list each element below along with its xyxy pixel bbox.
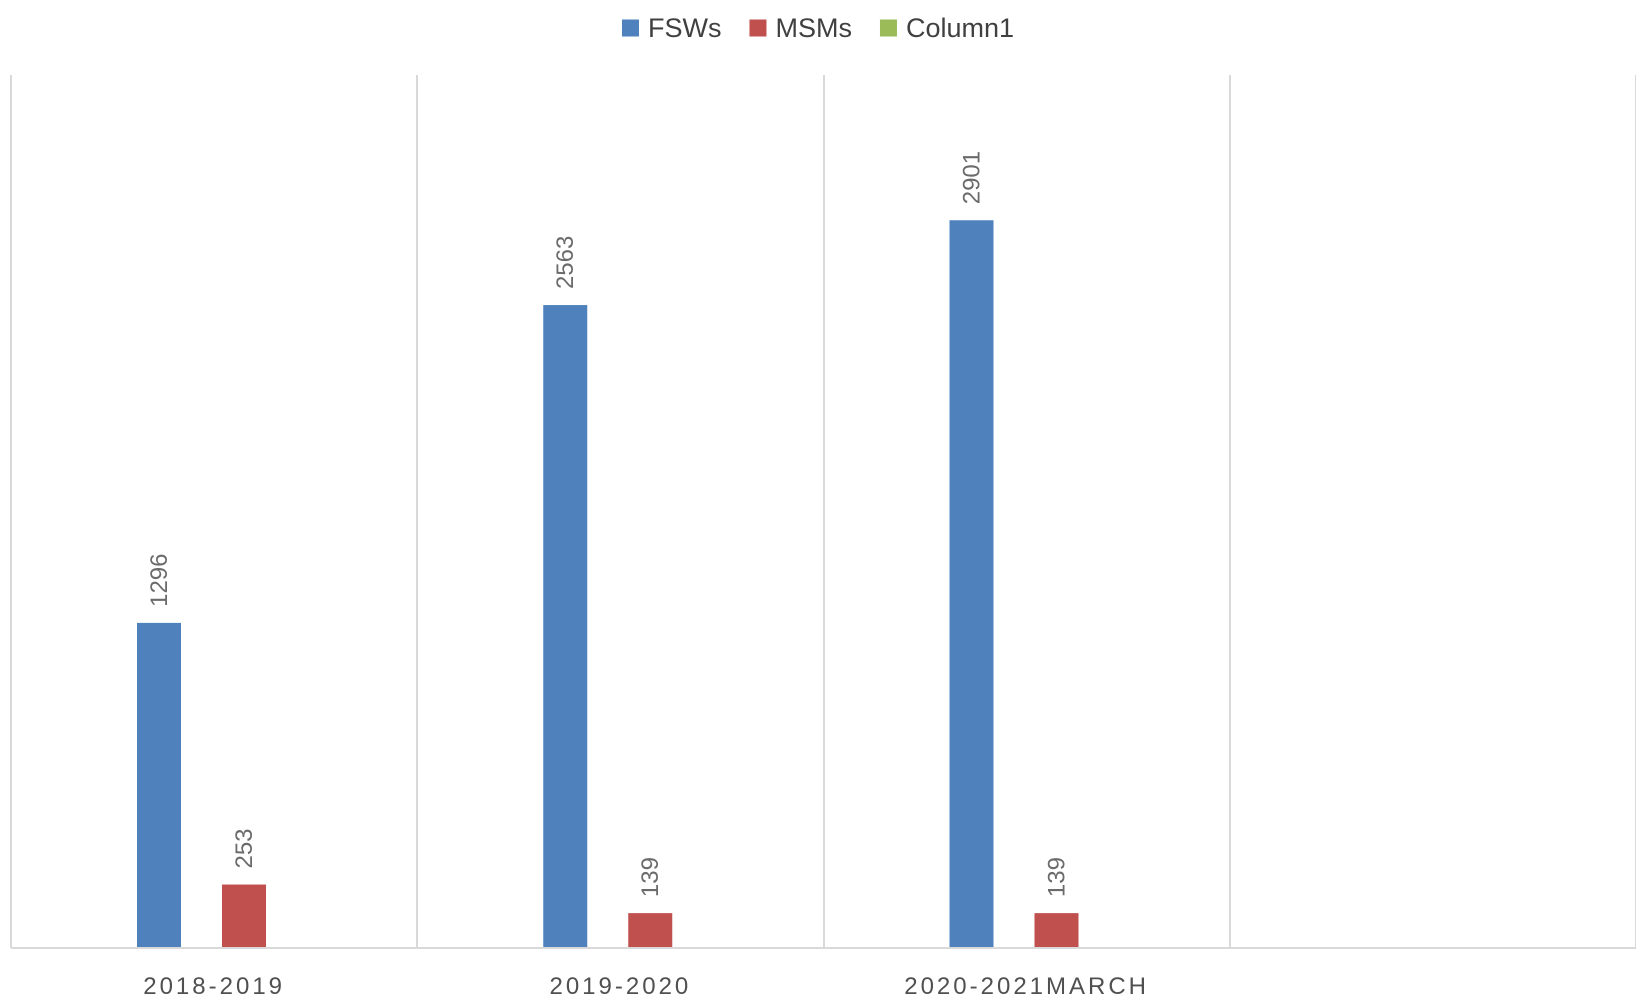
bar-fsws-2019-2020: [543, 305, 588, 949]
bar-msms-2020-2021march: [1034, 913, 1079, 948]
legend-swatch-fsws: [621, 19, 639, 37]
tick-label-2020-2021march: 2020-2021MARCH: [904, 973, 1149, 1000]
tick-label-2018-2019: 2018-2019: [143, 973, 285, 1000]
bar-msms-2018-2019: [222, 884, 266, 948]
legend-item-column1[interactable]: Column1: [879, 13, 1014, 43]
data-label-msms-2018-2019: 253: [231, 828, 258, 868]
data-label-fsws-2018-2019: 1296: [146, 553, 173, 606]
legend-item-fsws[interactable]: FSWs: [621, 13, 722, 43]
data-labels: 1296 2563 2901 253 139 139: [146, 151, 1071, 897]
legend-label-msms: MSMs: [775, 13, 852, 43]
x-axis-tick-labels: 2018-2019 2019-2020 2020-2021MARCH: [143, 973, 1149, 1000]
bar-msms-2019-2020: [628, 913, 673, 948]
category-gridlines: [10, 75, 1636, 948]
legend-swatch-msms: [749, 19, 767, 37]
data-label-msms-2020-2021march: 139: [1044, 857, 1071, 897]
legend-label-fsws: FSWs: [648, 13, 722, 43]
legend[interactable]: FSWs MSMs Column1: [621, 13, 1014, 43]
bar-fsws-2018-2019: [137, 622, 181, 948]
bars: [137, 220, 1079, 949]
legend-item-msms[interactable]: MSMs: [749, 13, 852, 43]
legend-label-column1: Column1: [906, 13, 1014, 43]
tick-label-2019-2020: 2019-2020: [549, 973, 691, 1000]
data-label-msms-2019-2020: 139: [637, 857, 664, 897]
data-label-fsws-2020-2021march: 2901: [959, 151, 986, 204]
data-label-fsws-2019-2020: 2563: [552, 236, 579, 289]
legend-swatch-column1: [879, 19, 897, 37]
bar-fsws-2020-2021march: [949, 220, 994, 948]
